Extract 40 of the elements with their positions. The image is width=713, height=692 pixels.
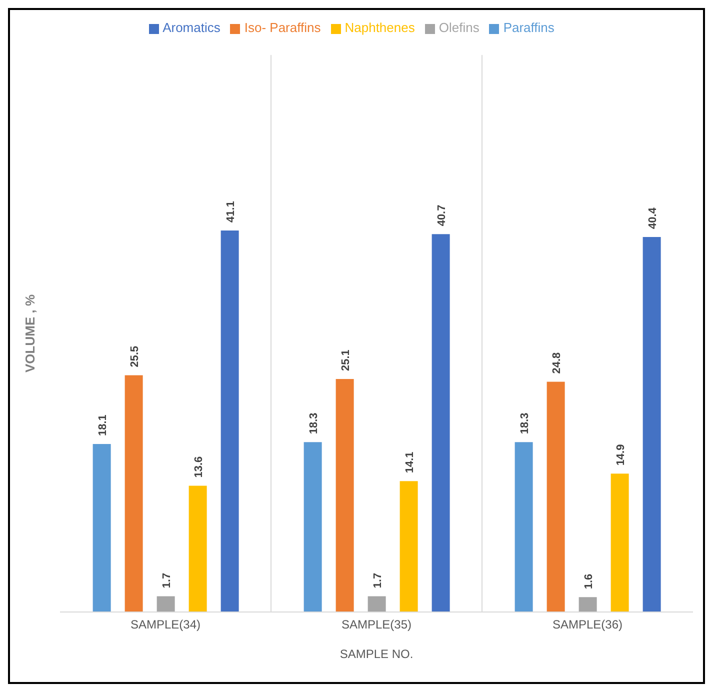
bar xyxy=(368,596,386,612)
y-axis-title: VOLUME , % xyxy=(22,294,38,373)
x-tick-label: SAMPLE(36) xyxy=(552,618,623,632)
data-label: 24.8 xyxy=(550,352,563,374)
legend-label: Olefins xyxy=(438,20,480,35)
bar xyxy=(432,234,450,612)
bar xyxy=(400,481,418,612)
data-label: 18.1 xyxy=(96,414,109,436)
data-label: 40.7 xyxy=(436,204,448,226)
data-label: 25.1 xyxy=(340,350,352,371)
bar xyxy=(156,596,175,612)
data-label: 41.1 xyxy=(224,201,237,222)
data-label: 18.3 xyxy=(308,412,320,434)
data-label: 14.9 xyxy=(614,444,627,466)
x-tick-label: SAMPLE(35) xyxy=(341,618,412,632)
legend-label: Paraffins xyxy=(503,20,554,35)
data-label: 1.7 xyxy=(372,572,384,588)
data-label: 40.4 xyxy=(646,206,659,229)
data-label: 18.3 xyxy=(518,412,531,434)
data-label: 14.1 xyxy=(404,452,416,474)
bar xyxy=(546,382,565,612)
bar xyxy=(578,597,597,612)
legend-label: Aromatics xyxy=(162,20,220,35)
data-label: 25.5 xyxy=(128,346,141,368)
data-label: 1.6 xyxy=(582,574,595,590)
legend-label: Naphthenes xyxy=(344,20,415,35)
bar xyxy=(304,442,322,612)
bar xyxy=(220,230,239,612)
bar xyxy=(124,375,143,612)
legend-label: Iso- Paraffins xyxy=(244,20,321,35)
x-axis-title: SAMPLE NO. xyxy=(340,647,414,661)
data-label: 1.7 xyxy=(160,572,173,588)
bar xyxy=(92,444,111,612)
bar xyxy=(642,236,661,612)
bar xyxy=(514,442,533,612)
bar xyxy=(336,378,354,612)
data-label: 13.6 xyxy=(192,456,205,478)
bar xyxy=(188,486,207,612)
x-tick-label: SAMPLE(34) xyxy=(130,618,201,632)
bar xyxy=(610,474,629,612)
